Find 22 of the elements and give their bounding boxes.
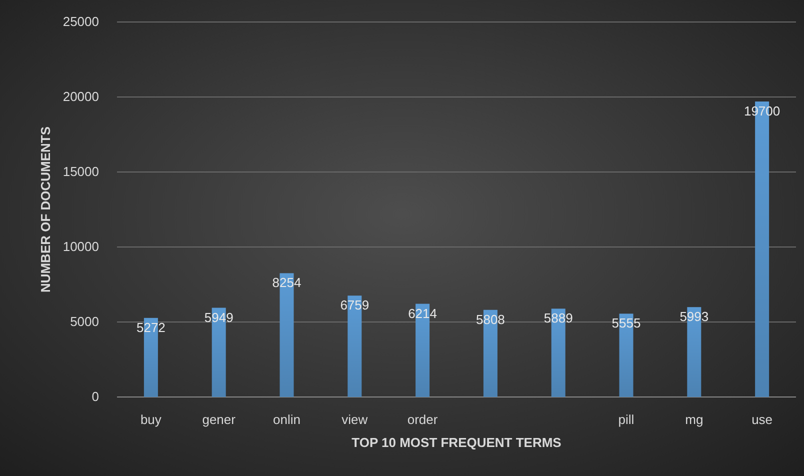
- y-axis-title: NUMBER OF DOCUMENTS: [38, 126, 53, 293]
- y-tick-label: 20000: [62, 89, 99, 104]
- y-tick-label: 0: [92, 389, 99, 404]
- data-label: 5555: [612, 316, 641, 331]
- x-tick-label: order: [407, 412, 438, 427]
- y-tick-label: 10000: [62, 239, 99, 254]
- y-tick-label: 15000: [62, 164, 99, 179]
- x-tick-label: mg: [685, 412, 704, 427]
- data-label: 5993: [680, 309, 709, 324]
- x-tick-label: use: [752, 412, 773, 427]
- y-tick-label: 25000: [62, 14, 99, 29]
- data-label: 5949: [204, 310, 234, 325]
- x-tick-label: onlin: [273, 412, 300, 427]
- x-tick-label: gener: [202, 412, 236, 427]
- x-axis-title: TOP 10 MOST FREQUENT TERMS: [352, 435, 562, 450]
- x-tick-label: view: [342, 412, 368, 427]
- x-tick-label: pill: [618, 412, 634, 427]
- data-label: 5272: [136, 320, 166, 335]
- data-label: 5808: [476, 312, 505, 327]
- data-label: 8254: [272, 275, 302, 290]
- y-tick-label: 5000: [70, 314, 99, 329]
- x-tick-label: buy: [140, 412, 162, 427]
